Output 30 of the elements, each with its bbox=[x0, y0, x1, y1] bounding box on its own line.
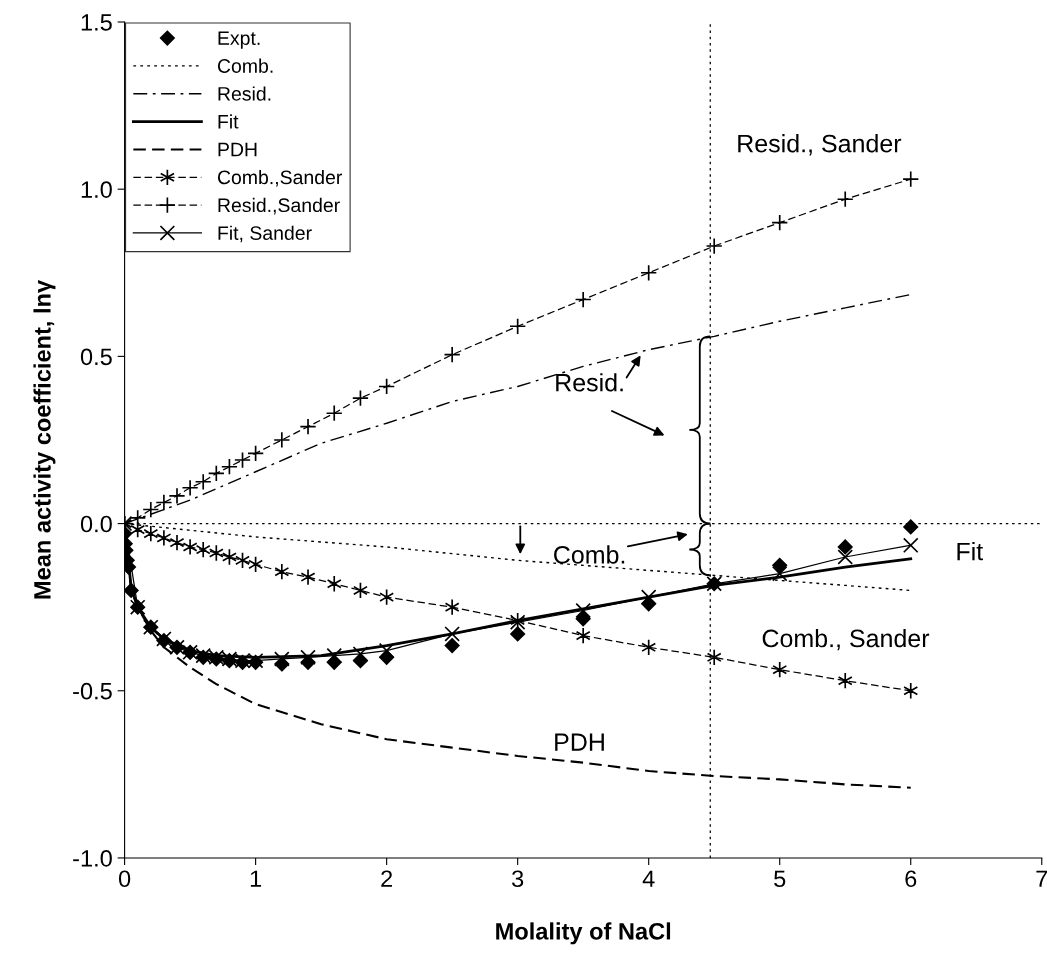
legend-label: Fit bbox=[218, 114, 239, 129]
annotation: PDH bbox=[555, 733, 604, 751]
x-axis-title: Molality of NaCl bbox=[496, 922, 671, 945]
legend-label: Resid.,Sander bbox=[218, 197, 340, 215]
y-tick-label: 0.0 bbox=[80, 515, 112, 533]
legend-label: Comb.,Sander bbox=[217, 169, 342, 187]
x-tick-label: 7 bbox=[1036, 870, 1047, 887]
legend-label: PDH bbox=[218, 142, 257, 157]
y-tick-label: 0.5 bbox=[80, 348, 112, 366]
y-tick-label: 1.5 bbox=[81, 14, 112, 31]
x-tick-label: 0 bbox=[118, 870, 131, 888]
x-tick-label: 6 bbox=[905, 870, 917, 888]
legend-label: Expt. bbox=[218, 31, 260, 49]
x-tick-label: 1 bbox=[250, 870, 262, 887]
x-tick-label: 4 bbox=[642, 870, 655, 887]
legend-label: Resid. bbox=[218, 86, 271, 101]
annotation: Fit bbox=[957, 542, 984, 561]
annotation: Resid. bbox=[556, 373, 623, 392]
x-tick-label: 3 bbox=[512, 870, 524, 888]
y-tick-label: -1.0 bbox=[73, 850, 112, 867]
annotation: Comb. bbox=[554, 545, 625, 564]
annotation: Resid., Sander bbox=[738, 134, 902, 156]
y-tick-label: -0.5 bbox=[73, 682, 112, 700]
x-tick-label: 5 bbox=[774, 870, 786, 888]
x-tick-label: 2 bbox=[381, 870, 393, 887]
y-axis-title: Mean activity coefficient, lnγ bbox=[33, 279, 56, 599]
legend-label: Comb. bbox=[217, 58, 273, 73]
y-tick-label: 1.0 bbox=[81, 181, 112, 198]
legend-label: Fit, Sander bbox=[218, 225, 312, 243]
annotation: Comb., Sander bbox=[762, 628, 930, 651]
